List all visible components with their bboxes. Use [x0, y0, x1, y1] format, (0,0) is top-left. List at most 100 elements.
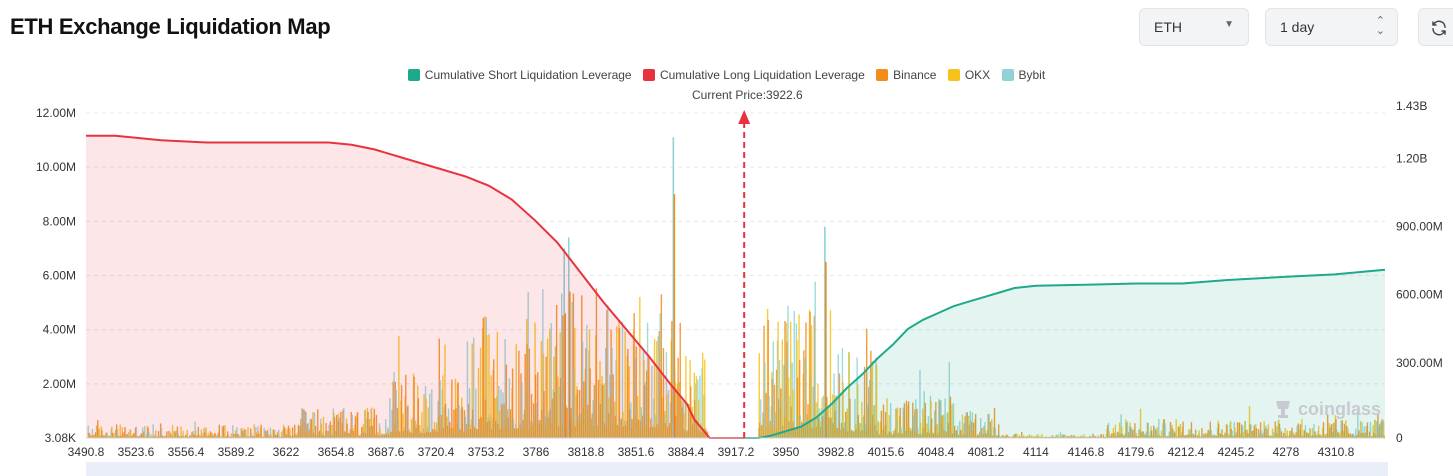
liquidation-bar	[942, 414, 945, 438]
liquidation-bar	[145, 436, 147, 438]
legend-item-binance[interactable]: Binance	[876, 68, 936, 82]
liquidation-bar	[815, 426, 818, 438]
liquidation-bar	[607, 305, 609, 438]
liquidation-bar	[842, 382, 844, 438]
liquidation-bar	[1309, 428, 1311, 438]
liquidation-bar	[1147, 423, 1150, 438]
liquidation-bar	[253, 424, 256, 438]
liquidation-bar	[222, 425, 225, 438]
liquidation-bar	[435, 422, 438, 438]
liquidation-bar	[1322, 422, 1325, 438]
liquidation-bar	[1376, 421, 1378, 438]
liquidation-bar	[817, 383, 819, 438]
liquidation-bar	[1360, 433, 1362, 438]
coin-select[interactable]: ETH ▼	[1139, 8, 1249, 46]
liquidation-bar	[239, 436, 241, 438]
liquidation-bar	[699, 423, 702, 438]
liquidation-bar	[1118, 422, 1121, 438]
liquidation-bar	[657, 336, 659, 438]
liquidation-bar	[369, 426, 371, 438]
liquidation-bar	[153, 436, 156, 438]
legend-swatch	[407, 69, 420, 81]
liquidation-bar	[1160, 430, 1163, 438]
legend-item-bybit[interactable]: Bybit	[1001, 68, 1045, 82]
liquidation-bar	[1297, 423, 1300, 438]
x-tick-label: 3654.8	[318, 445, 355, 459]
liquidation-bar	[159, 423, 162, 438]
liquidation-bar	[1226, 425, 1228, 438]
liquidation-bar	[868, 387, 870, 438]
liquidation-bar	[784, 320, 786, 438]
x-tick-label: 4114	[1023, 445, 1049, 459]
liquidation-bar	[951, 404, 953, 438]
liquidation-bar	[490, 428, 493, 438]
liquidation-bar	[815, 402, 817, 438]
liquidation-bar	[1285, 436, 1287, 438]
legend-item-long[interactable]: Cumulative Long Liquidation Leverage	[642, 68, 865, 82]
liquidation-bar	[1029, 436, 1031, 438]
liquidation-bar	[960, 430, 962, 438]
liquidation-bar	[400, 385, 403, 438]
liquidation-bar	[1278, 423, 1281, 438]
liquidation-bar	[924, 402, 927, 438]
liquidation-bar	[194, 421, 196, 438]
liquidation-bar	[1179, 423, 1182, 438]
liquidation-bar	[991, 435, 994, 438]
liquidation-bar	[624, 331, 626, 438]
liquidation-bar	[1207, 430, 1209, 438]
long-cumulative-line	[86, 134, 745, 439]
liquidation-bar	[206, 436, 208, 438]
liquidation-bar	[526, 344, 528, 438]
liquidation-bar	[921, 408, 924, 438]
liquidation-bar	[269, 427, 272, 438]
liquidation-bar	[669, 423, 671, 438]
liquidation-bar	[637, 419, 640, 438]
liquidation-bar	[1114, 424, 1117, 438]
liquidation-bar	[87, 425, 89, 438]
liquidation-bar	[1366, 422, 1369, 438]
liquidation-bar	[141, 427, 144, 438]
range-select[interactable]: 1 day ⌃ ⌄	[1265, 8, 1398, 46]
liquidation-bar	[463, 410, 466, 438]
liquidation-bar	[1157, 435, 1159, 438]
zoom-scrollbar[interactable]	[86, 462, 1388, 476]
liquidation-bar	[1016, 433, 1018, 438]
legend-item-short[interactable]: Cumulative Short Liquidation Leverage	[407, 68, 632, 82]
liquidation-bar	[363, 432, 365, 438]
liquidation-bar	[419, 433, 422, 438]
updown-chevron-icon: ⌃ ⌄	[1375, 15, 1385, 37]
refresh-button[interactable]	[1418, 8, 1453, 46]
liquidation-bar	[1097, 435, 1099, 438]
legend-item-okx[interactable]: OKX	[947, 68, 990, 82]
coinglass-logo-icon	[1276, 401, 1290, 418]
liquidation-bar	[1266, 428, 1268, 438]
liquidation-bar	[991, 419, 993, 438]
liquidation-bar	[877, 422, 880, 438]
liquidation-bar	[304, 411, 306, 438]
liquidation-bar	[1257, 429, 1260, 438]
liquidation-bar	[658, 331, 660, 438]
liquidation-bar	[211, 433, 214, 438]
liquidation-bar	[264, 430, 267, 438]
liquidation-bar	[971, 412, 974, 438]
liquidation-bar	[197, 426, 200, 438]
liquidation-bar	[948, 362, 951, 438]
liquidation-bar	[229, 436, 231, 438]
liquidation-bar	[358, 435, 361, 438]
liquidation-bar	[455, 408, 457, 438]
liquidation-bar	[338, 420, 340, 438]
liquidation-bar	[472, 409, 474, 438]
x-tick-label: 4081.2	[968, 445, 1005, 459]
liquidation-bar	[671, 321, 673, 438]
liquidation-bar	[236, 427, 238, 438]
liquidation-bar	[440, 414, 443, 438]
liquidation-bar	[407, 405, 409, 438]
y-right-tick-label: 600.00M	[1396, 288, 1443, 302]
liquidation-bar	[606, 310, 608, 438]
liquidation-bar	[939, 400, 941, 438]
x-tick-label: 3982.8	[818, 445, 855, 459]
liquidation-bar	[1140, 432, 1142, 438]
liquidation-bar	[1132, 429, 1134, 438]
y-right-tick-label: 1.43B	[1396, 99, 1427, 113]
